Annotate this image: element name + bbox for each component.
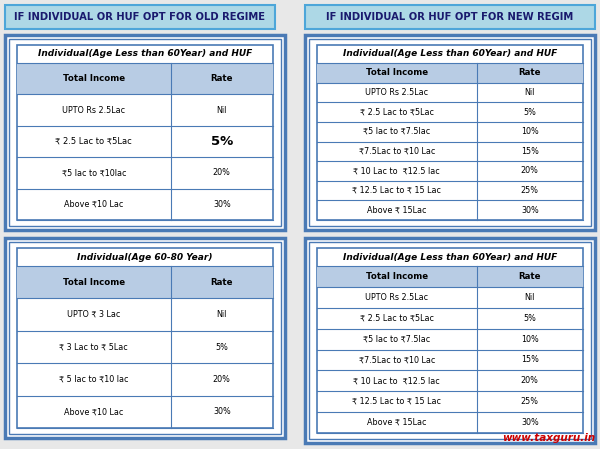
- Bar: [305, 5, 595, 29]
- Bar: [305, 238, 595, 443]
- Text: 20%: 20%: [213, 375, 231, 384]
- Text: 20%: 20%: [521, 376, 539, 385]
- Text: UPTO ₹ 3 Lac: UPTO ₹ 3 Lac: [67, 310, 121, 319]
- Text: Individual(Age Less than 60Year) and HUF: Individual(Age Less than 60Year) and HUF: [38, 49, 252, 58]
- Text: www.taxguru.in: www.taxguru.in: [502, 433, 595, 443]
- Text: 5%: 5%: [523, 108, 536, 117]
- Text: Above ₹10 Lac: Above ₹10 Lac: [64, 407, 124, 416]
- Bar: [17, 248, 273, 428]
- Text: 30%: 30%: [521, 418, 539, 427]
- Text: Total Income: Total Income: [63, 277, 125, 287]
- Text: ₹ 2.5 Lac to ₹5Lac: ₹ 2.5 Lac to ₹5Lac: [55, 137, 132, 146]
- Bar: [309, 242, 591, 439]
- Text: ₹ 12.5 Lac to ₹ 15 Lac: ₹ 12.5 Lac to ₹ 15 Lac: [352, 397, 442, 406]
- Text: 15%: 15%: [521, 356, 539, 365]
- Text: ₹7.5Lac to ₹10 Lac: ₹7.5Lac to ₹10 Lac: [359, 356, 435, 365]
- Text: Individual(Age Less than 60Year) and HUF: Individual(Age Less than 60Year) and HUF: [343, 49, 557, 58]
- Bar: [5, 5, 275, 29]
- Text: Total Income: Total Income: [366, 272, 428, 281]
- Text: Rate: Rate: [211, 277, 233, 287]
- Text: 30%: 30%: [521, 206, 539, 215]
- Text: 10%: 10%: [521, 335, 539, 343]
- Bar: [17, 266, 273, 299]
- Bar: [309, 39, 591, 226]
- Text: Rate: Rate: [518, 68, 541, 77]
- Bar: [17, 45, 273, 220]
- Text: Rate: Rate: [211, 74, 233, 83]
- Text: 5%: 5%: [523, 314, 536, 323]
- Text: 20%: 20%: [213, 168, 231, 177]
- Text: ₹5 lac to ₹7.5lac: ₹5 lac to ₹7.5lac: [363, 335, 430, 343]
- Text: 30%: 30%: [213, 407, 230, 416]
- Text: ₹ 10 Lac to  ₹12.5 lac: ₹ 10 Lac to ₹12.5 lac: [353, 376, 440, 385]
- Text: Nil: Nil: [217, 310, 227, 319]
- Bar: [305, 35, 595, 230]
- Text: Individual(Age 60-80 Year): Individual(Age 60-80 Year): [77, 252, 213, 261]
- Text: ₹ 2.5 Lac to ₹5Lac: ₹ 2.5 Lac to ₹5Lac: [360, 314, 434, 323]
- Text: 30%: 30%: [213, 200, 230, 209]
- Bar: [317, 248, 583, 433]
- Bar: [317, 266, 583, 287]
- Text: 20%: 20%: [521, 167, 539, 176]
- Text: ₹ 3 Lac to ₹ 5Lac: ₹ 3 Lac to ₹ 5Lac: [59, 343, 128, 352]
- Bar: [9, 39, 281, 226]
- Text: ₹ 5 lac to ₹10 lac: ₹ 5 lac to ₹10 lac: [59, 375, 128, 384]
- Bar: [5, 238, 285, 438]
- Text: Above ₹ 15Lac: Above ₹ 15Lac: [367, 206, 427, 215]
- Text: Total Income: Total Income: [366, 68, 428, 77]
- Text: IF INDIVIDUAL OR HUF OPT FOR OLD REGIME: IF INDIVIDUAL OR HUF OPT FOR OLD REGIME: [14, 12, 265, 22]
- Text: Above ₹10 Lac: Above ₹10 Lac: [64, 200, 124, 209]
- Text: Rate: Rate: [518, 272, 541, 281]
- Text: Nil: Nil: [217, 106, 227, 114]
- Text: UPTO Rs 2.5Lac: UPTO Rs 2.5Lac: [365, 88, 428, 97]
- Text: Nil: Nil: [524, 293, 535, 302]
- Text: Above ₹ 15Lac: Above ₹ 15Lac: [367, 418, 427, 427]
- Text: 5%: 5%: [215, 343, 228, 352]
- Text: ₹5 lac to ₹7.5lac: ₹5 lac to ₹7.5lac: [363, 127, 430, 136]
- Text: UPTO Rs 2.5Lac: UPTO Rs 2.5Lac: [365, 293, 428, 302]
- Text: 5%: 5%: [211, 135, 233, 148]
- Text: IF INDIVIDUAL OR HUF OPT FOR NEW REGIM: IF INDIVIDUAL OR HUF OPT FOR NEW REGIM: [326, 12, 574, 22]
- Text: ₹ 12.5 Lac to ₹ 15 Lac: ₹ 12.5 Lac to ₹ 15 Lac: [352, 186, 442, 195]
- Bar: [5, 35, 285, 230]
- Text: 25%: 25%: [521, 186, 539, 195]
- Bar: [317, 45, 583, 220]
- Bar: [9, 242, 281, 434]
- Text: 25%: 25%: [521, 397, 539, 406]
- Text: ₹ 10 Lac to  ₹12.5 lac: ₹ 10 Lac to ₹12.5 lac: [353, 167, 440, 176]
- Text: 10%: 10%: [521, 127, 539, 136]
- Text: Total Income: Total Income: [63, 74, 125, 83]
- Bar: [17, 63, 273, 94]
- Text: ₹5 lac to ₹10lac: ₹5 lac to ₹10lac: [62, 168, 126, 177]
- Text: ₹7.5Lac to ₹10 Lac: ₹7.5Lac to ₹10 Lac: [359, 147, 435, 156]
- Text: Individual(Age Less than 60Year) and HUF: Individual(Age Less than 60Year) and HUF: [343, 252, 557, 261]
- Text: Nil: Nil: [524, 88, 535, 97]
- Text: 15%: 15%: [521, 147, 539, 156]
- Text: ₹ 2.5 Lac to ₹5Lac: ₹ 2.5 Lac to ₹5Lac: [360, 108, 434, 117]
- Bar: [317, 63, 583, 83]
- Text: UPTO Rs 2.5Lac: UPTO Rs 2.5Lac: [62, 106, 125, 114]
